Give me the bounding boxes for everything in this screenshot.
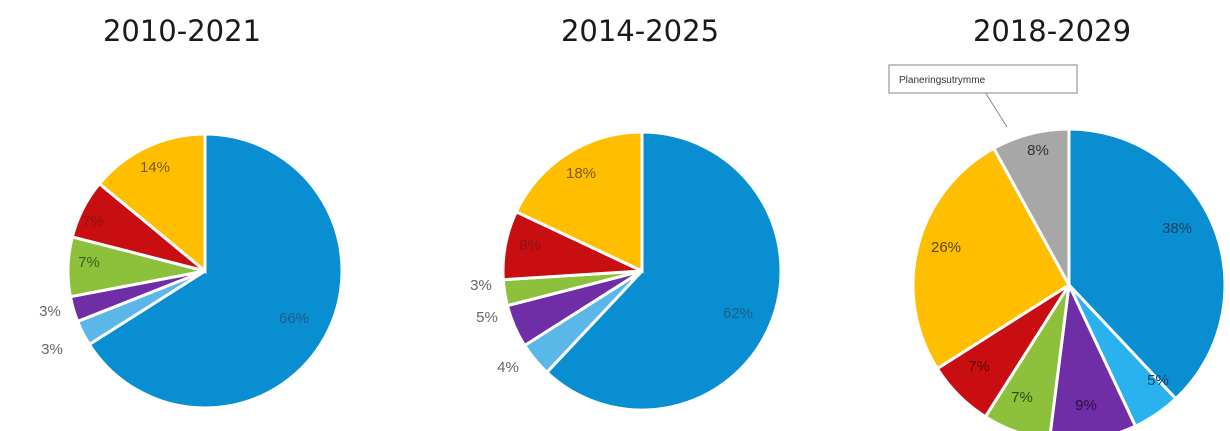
slice-label: 26% <box>931 239 961 256</box>
pie-chart-2010-2021: 66% 3% 3% 7% 7% 14% <box>39 132 344 410</box>
slice-label: 38% <box>1162 220 1192 237</box>
slice-label: 4% <box>497 359 519 376</box>
chart-title-2: 2014-2025 <box>560 14 720 48</box>
callout-leader-line <box>984 91 1008 128</box>
slice-label: 18% <box>566 165 596 182</box>
pie-chart-2018-2029: Planeringsutrymme 38% 5% 9% 7% 7% 26% 8% <box>888 64 1227 431</box>
callout-text: Planeringsutrymme <box>899 75 986 86</box>
slice-label: 3% <box>41 341 63 358</box>
slice-label: 8% <box>1027 142 1049 159</box>
pie-slice <box>97 132 207 275</box>
slice-label: 8% <box>519 237 541 254</box>
pie-slice <box>1067 127 1227 401</box>
pie-slice <box>514 130 644 274</box>
slice-label: 7% <box>78 254 100 271</box>
slice-label: 7% <box>1011 389 1033 406</box>
callout-box <box>888 64 1078 94</box>
slice-label: 14% <box>140 159 170 176</box>
slice-label: 5% <box>476 309 498 326</box>
pie-slice <box>87 132 344 410</box>
slice-label: 3% <box>470 277 492 294</box>
chart-title-1: 2010-2021 <box>102 14 262 48</box>
slice-label: 7% <box>82 213 104 230</box>
slice-label: 3% <box>39 303 61 320</box>
slice-label: 5% <box>1147 372 1169 389</box>
slice-label: 62% <box>723 305 753 322</box>
slice-label: 66% <box>279 310 309 327</box>
slice-label: 9% <box>1075 397 1097 414</box>
pie-slice <box>1049 279 1138 431</box>
pie-slice <box>991 127 1071 286</box>
slice-label: 7% <box>968 358 990 375</box>
pie-chart-2014-2025: 62% 4% 5% 3% 8% 18% <box>470 130 783 412</box>
pie-slice <box>544 130 783 412</box>
pie-slice <box>911 146 1071 371</box>
chart-title-3: 2018-2029 <box>972 14 1132 48</box>
